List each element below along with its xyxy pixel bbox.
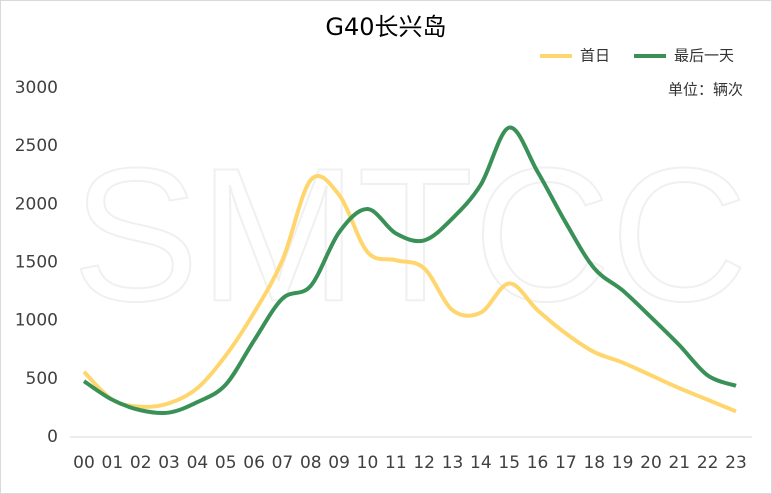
series-line (82, 174, 737, 414)
x-tick-label: 00 (73, 453, 95, 473)
x-tick-label: 14 (470, 453, 492, 473)
x-tick-label: 06 (243, 453, 265, 473)
y-tick-label: 2500 (15, 136, 58, 156)
x-tick-label: 20 (640, 453, 662, 473)
y-tick-label: 0 (47, 427, 58, 447)
series-line (82, 125, 737, 416)
x-tick-label: 21 (668, 453, 690, 473)
x-tick-label: 02 (130, 453, 152, 473)
x-tick-label: 09 (328, 453, 350, 473)
unit-note: 单位：辆次 (668, 81, 743, 99)
watermark: SMTCC (72, 129, 747, 341)
y-tick-label: 1500 (15, 253, 58, 273)
legend-label: 最后一天 (674, 47, 734, 65)
x-tick-label: 19 (612, 453, 634, 473)
x-tick-label: 23 (725, 453, 747, 473)
x-tick-label: 15 (498, 453, 520, 473)
y-tick-label: 2000 (15, 194, 58, 214)
x-tick-label: 07 (272, 453, 294, 473)
x-tick-label: 13 (442, 453, 464, 473)
x-tick-label: 22 (697, 453, 719, 473)
x-tick-label: 01 (102, 453, 124, 473)
x-tick-label: 04 (187, 453, 209, 473)
y-tick-label: 500 (26, 369, 58, 389)
x-tick-label: 08 (300, 453, 322, 473)
x-tick-label: 10 (357, 453, 379, 473)
chart-title: G40长兴岛 (325, 13, 446, 41)
x-tick-label: 16 (527, 453, 549, 473)
x-tick-label: 12 (413, 453, 435, 473)
x-tick-label: 03 (158, 453, 180, 473)
x-tick-label: 11 (385, 453, 407, 473)
x-tick-label: 17 (555, 453, 577, 473)
y-tick-label: 3000 (15, 78, 58, 98)
x-tick-label: 05 (215, 453, 237, 473)
x-tick-label: 18 (583, 453, 605, 473)
legend-label: 首日 (580, 47, 610, 65)
y-tick-label: 1000 (15, 311, 58, 331)
